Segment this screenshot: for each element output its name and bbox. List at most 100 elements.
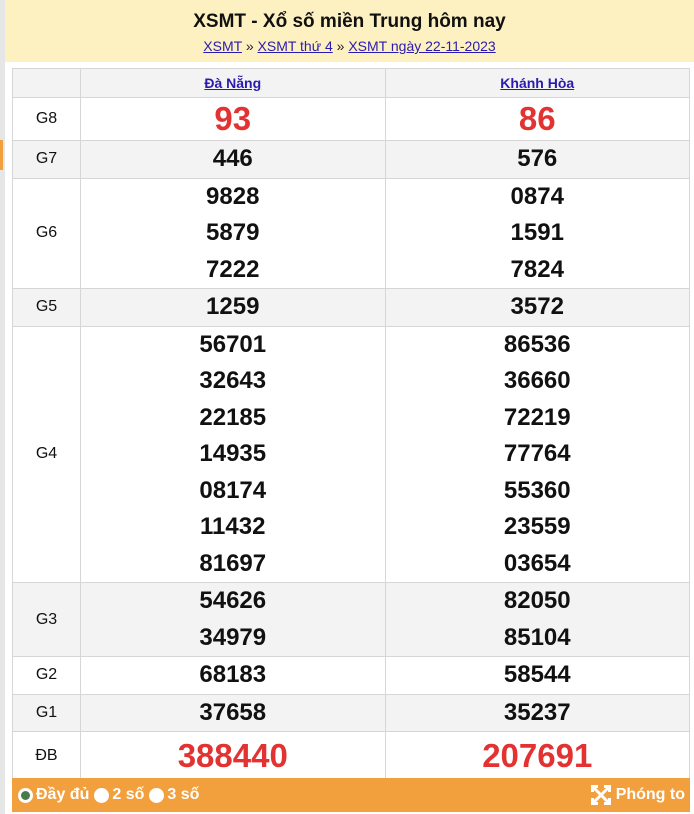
page-title: XSMT - Xổ số miền Trung hôm nay [193,11,506,32]
prize-number: 34979 [199,623,267,651]
prize-cell: 35237 [384,693,690,732]
option-2-digits[interactable]: 2 số [94,786,144,804]
prize-label: G6 [12,177,81,289]
prize-cell: 37658 [80,693,386,732]
prize-row: G5 1259 3572 [12,288,690,327]
prize-number: 37658 [199,698,267,726]
prize-row: ĐB 388440 207691 [12,731,690,780]
option-label: 3 số [167,786,200,803]
breadcrumb: XSMT » XSMT thứ 4 » XSMT ngày 22-11-2023 [5,38,694,54]
prize-cell: 86 [384,97,690,141]
prize-number: 3572 [510,293,564,320]
prize-row: G1 37658 35237 [12,693,690,732]
prize-number: 446 [212,145,253,172]
prize-number: 86536 [503,330,571,358]
prize-row: G8 93 86 [12,97,690,141]
prize-label: G8 [12,97,81,141]
prize-number: 7824 [510,255,564,283]
left-marker [0,140,3,170]
prize-number: 32643 [199,367,267,394]
prize-row: G3 54626 34979 82050 85104 [12,582,690,657]
prize-cell: 388440 [80,731,386,780]
prize-number: 5879 [206,219,260,246]
breadcrumb-date[interactable]: XSMT ngày 22-11-2023 [348,38,496,54]
results-table: Đà Nẵng Khánh Hòa G8 93 86 G7 446 576 G6 9828 58… [12,68,690,780]
prize-label: G7 [12,140,81,179]
option-full[interactable]: Đầy đủ [18,786,89,804]
prize-cell: 82050 85104 [384,582,690,657]
prize-row: G2 68183 58544 [12,656,690,695]
prize-number: 576 [517,145,558,172]
prize-number: 22185 [199,403,267,431]
prize-cell: 0874 1591 7824 [384,177,690,289]
province-link[interactable]: Khánh Hòa [500,75,575,91]
prize-row: G4 56701 32643 22185 14935 08174 11432 81697 865… [12,325,690,583]
corner-cell [12,68,81,98]
prize-number: 56701 [199,330,267,358]
prize-cell: 58544 [384,656,690,695]
page-header: XSMT - Xổ số miền Trung hôm nay XSMT » X… [5,0,694,62]
prize-number: 55360 [503,476,571,504]
prize-number: 36660 [503,367,571,394]
prize-label: G5 [12,288,81,327]
breadcrumb-xsmt[interactable]: XSMT [203,38,242,54]
prize-cell: 1259 [80,288,386,327]
zoom-label: Phóng to [615,786,685,803]
prize-number: 207691 [482,737,593,774]
prize-number: 14935 [199,440,267,467]
left-edge [0,0,5,814]
breadcrumb-xsmt-thu-4[interactable]: XSMT thứ 4 [257,38,333,54]
prize-cell: 446 [80,140,386,179]
province-header: Khánh Hòa [384,68,690,98]
prize-cell: 86536 36660 72219 77764 55360 23559 03654 [384,325,690,583]
province-link[interactable]: Đà Nẵng [204,75,262,91]
prize-number: 82050 [503,587,571,614]
prize-number: 85104 [503,623,571,651]
option-3-digits[interactable]: 3 số [149,786,199,804]
prize-number: 7222 [206,255,260,283]
prize-number: 0874 [510,182,564,210]
expand-icon [590,785,611,805]
prize-row: G6 9828 5879 7222 0874 1591 7824 [12,177,690,289]
prize-number: 03654 [503,549,571,577]
footer-bar: Đầy đủ 2 số 3 số Phóng to [12,778,690,812]
radio-icon[interactable] [149,787,165,803]
breadcrumb-separator: » [336,38,345,54]
prize-cell: 3572 [384,288,690,327]
prize-number: 35237 [503,698,571,726]
prize-number: 81697 [199,549,267,577]
province-header: Đà Nẵng [80,68,386,98]
prize-number: 86 [518,100,556,137]
prize-label: ĐB [12,731,81,780]
prize-number: 68183 [199,661,267,688]
prize-label: G2 [12,656,81,695]
prize-cell: 68183 [80,656,386,695]
prize-number: 72219 [503,403,571,431]
radio-icon[interactable] [94,787,110,803]
prize-number: 1591 [510,219,564,246]
breadcrumb-separator: » [245,38,254,54]
prize-number: 58544 [503,661,571,688]
prize-number: 388440 [177,737,288,774]
prize-number: 23559 [503,513,571,540]
prize-cell: 93 [80,97,386,141]
prize-label: G3 [12,582,81,657]
prize-cell: 576 [384,140,690,179]
radio-selected-icon[interactable] [18,787,33,803]
prize-number: 77764 [503,440,571,467]
prize-number: 9828 [206,182,260,210]
prize-cell: 9828 5879 7222 [80,177,386,289]
prize-number: 1259 [206,293,260,320]
prize-cell: 54626 34979 [80,582,386,657]
option-label: Đầy đủ [36,786,90,803]
prize-row: G7 446 576 [12,140,690,179]
option-label: 2 số [112,786,145,803]
prize-number: 11432 [200,513,266,540]
prize-number: 93 [214,100,252,137]
prize-number: 08174 [199,476,267,504]
prize-number: 54626 [199,587,267,614]
prize-label: G4 [12,325,81,583]
prize-label: G1 [12,693,81,732]
zoom-button[interactable]: Phóng to [590,785,685,805]
prize-cell: 207691 [384,731,690,780]
